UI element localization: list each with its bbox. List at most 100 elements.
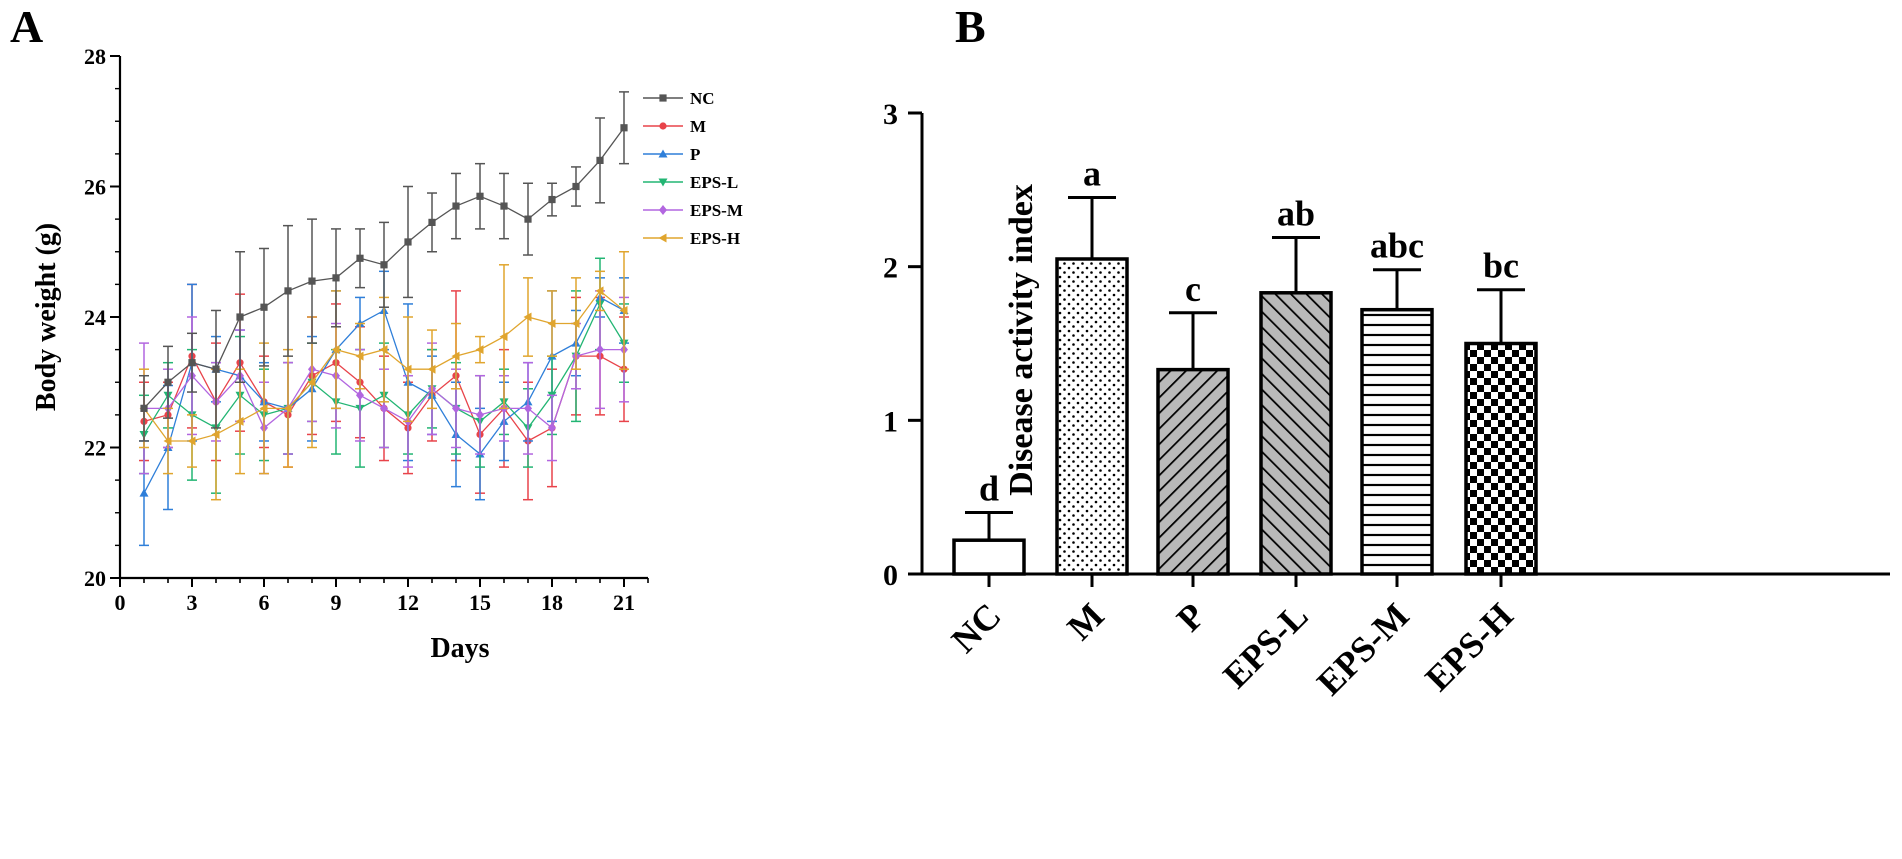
bar-group-eps-l: ab EPS-L [1215, 193, 1333, 696]
significance-label: abc [1370, 226, 1424, 266]
panel-a-x-tick-label: 21 [613, 590, 635, 615]
data-point [236, 313, 244, 321]
panel-a-legend: NC MP EPS-L EPS-M EPS-H [643, 89, 743, 248]
panel-a-x-tick-label: 6 [259, 590, 270, 615]
data-point [356, 390, 364, 401]
bar [1360, 307, 1434, 576]
data-point [380, 403, 388, 414]
bar-group-p: cP [1156, 269, 1230, 639]
data-point [163, 436, 172, 446]
data-point [595, 286, 604, 296]
bar-group-m: aM [1055, 154, 1129, 648]
category-label: NC [944, 595, 1009, 660]
legend-marker [659, 205, 667, 215]
category-label: EPS-M [1309, 595, 1416, 702]
data-point [403, 364, 412, 374]
data-point [139, 488, 149, 497]
data-point [211, 429, 220, 439]
data-point [475, 345, 484, 355]
data-point [548, 422, 556, 433]
bar [1464, 341, 1538, 576]
panel-a-y-tick-label: 28 [84, 44, 106, 69]
data-point [283, 403, 292, 413]
data-point [140, 404, 148, 412]
data-point [188, 359, 196, 367]
panel-a-line-chart: Days Body weight (g) 0 3 6 9 12 15 18 21 20 22 24 2… [31, 44, 743, 664]
legend-label: P [690, 145, 700, 164]
panel-b-y-tick-label: 3 [883, 98, 898, 131]
data-point [404, 238, 412, 246]
panel-b-y-tick-label: 2 [883, 252, 898, 285]
panel-label-b: B [955, 1, 986, 52]
data-point [476, 409, 484, 420]
data-point [548, 195, 556, 204]
legend-marker [659, 122, 667, 130]
panel-a-y-tick-label: 20 [84, 566, 106, 591]
data-point [212, 365, 220, 373]
data-point [547, 319, 556, 329]
data-point [524, 215, 532, 223]
significance-label: ab [1277, 193, 1315, 233]
data-point [284, 287, 292, 295]
data-point [355, 351, 364, 361]
panel-a-x-tick-label: 15 [469, 590, 491, 615]
panel-b-y-tick-label: 0 [883, 559, 898, 592]
legend-label: EPS-L [690, 173, 738, 192]
legend-marker [658, 233, 667, 243]
data-point [331, 345, 340, 355]
data-point [380, 261, 388, 269]
bar [1055, 257, 1129, 576]
data-point [187, 436, 196, 446]
data-point [308, 277, 316, 285]
data-point [500, 202, 508, 210]
panel-b-bar-chart: Disease activity index 0123dNCaMcPabEPS-… [883, 98, 1890, 703]
legend-label: EPS-H [690, 229, 740, 248]
bar [1259, 291, 1333, 576]
category-label: P [1169, 595, 1213, 639]
data-point [379, 345, 388, 355]
data-point [571, 319, 580, 329]
data-point [620, 124, 628, 132]
data-point [524, 403, 532, 414]
panel-a-x-axis-title: Days [430, 633, 489, 664]
panel-a-x-tick-label: 9 [331, 590, 342, 615]
panel-a-x-tick-label: 3 [187, 590, 198, 615]
significance-label: bc [1483, 246, 1519, 286]
panel-a-y-axis-title: Body weight (g) [31, 223, 62, 411]
bar-group-nc: d NC [944, 469, 1026, 660]
data-point [307, 377, 316, 387]
panel-a-y-tick-label: 22 [84, 436, 106, 461]
significance-label: a [1083, 154, 1101, 194]
data-point [356, 254, 364, 262]
panel-a-y-tick-label: 24 [84, 305, 106, 330]
legend-label: EPS-M [690, 201, 743, 220]
data-point [427, 364, 436, 374]
panel-b-y-tick-label: 1 [883, 405, 898, 438]
bar [1156, 367, 1230, 576]
panel-a-x-tick-label: 12 [397, 590, 419, 615]
significance-label: c [1185, 269, 1201, 309]
significance-label: d [979, 469, 999, 509]
legend-marker [658, 178, 668, 187]
data-point [572, 182, 580, 191]
data-point [452, 403, 460, 414]
data-point [164, 378, 172, 386]
panel-a-series-nc [139, 91, 629, 442]
data-point [596, 344, 604, 355]
category-label: M [1059, 595, 1111, 647]
data-point [260, 303, 268, 311]
data-point [596, 156, 604, 164]
panel-a-x-tick-label: 0 [115, 590, 126, 615]
bar-group-eps-h: bc EPS-H [1417, 246, 1538, 699]
data-point [476, 192, 484, 200]
panel-b-y-axis-title: Disease activity index [1003, 184, 1040, 496]
data-point [235, 416, 244, 426]
category-label: EPS-H [1417, 595, 1520, 698]
data-point [523, 312, 532, 322]
legend-marker [659, 94, 667, 102]
bar [952, 538, 1026, 576]
data-point [452, 202, 460, 210]
legend-label: M [690, 117, 706, 136]
panel-a-x-tick-label: 18 [541, 590, 563, 615]
